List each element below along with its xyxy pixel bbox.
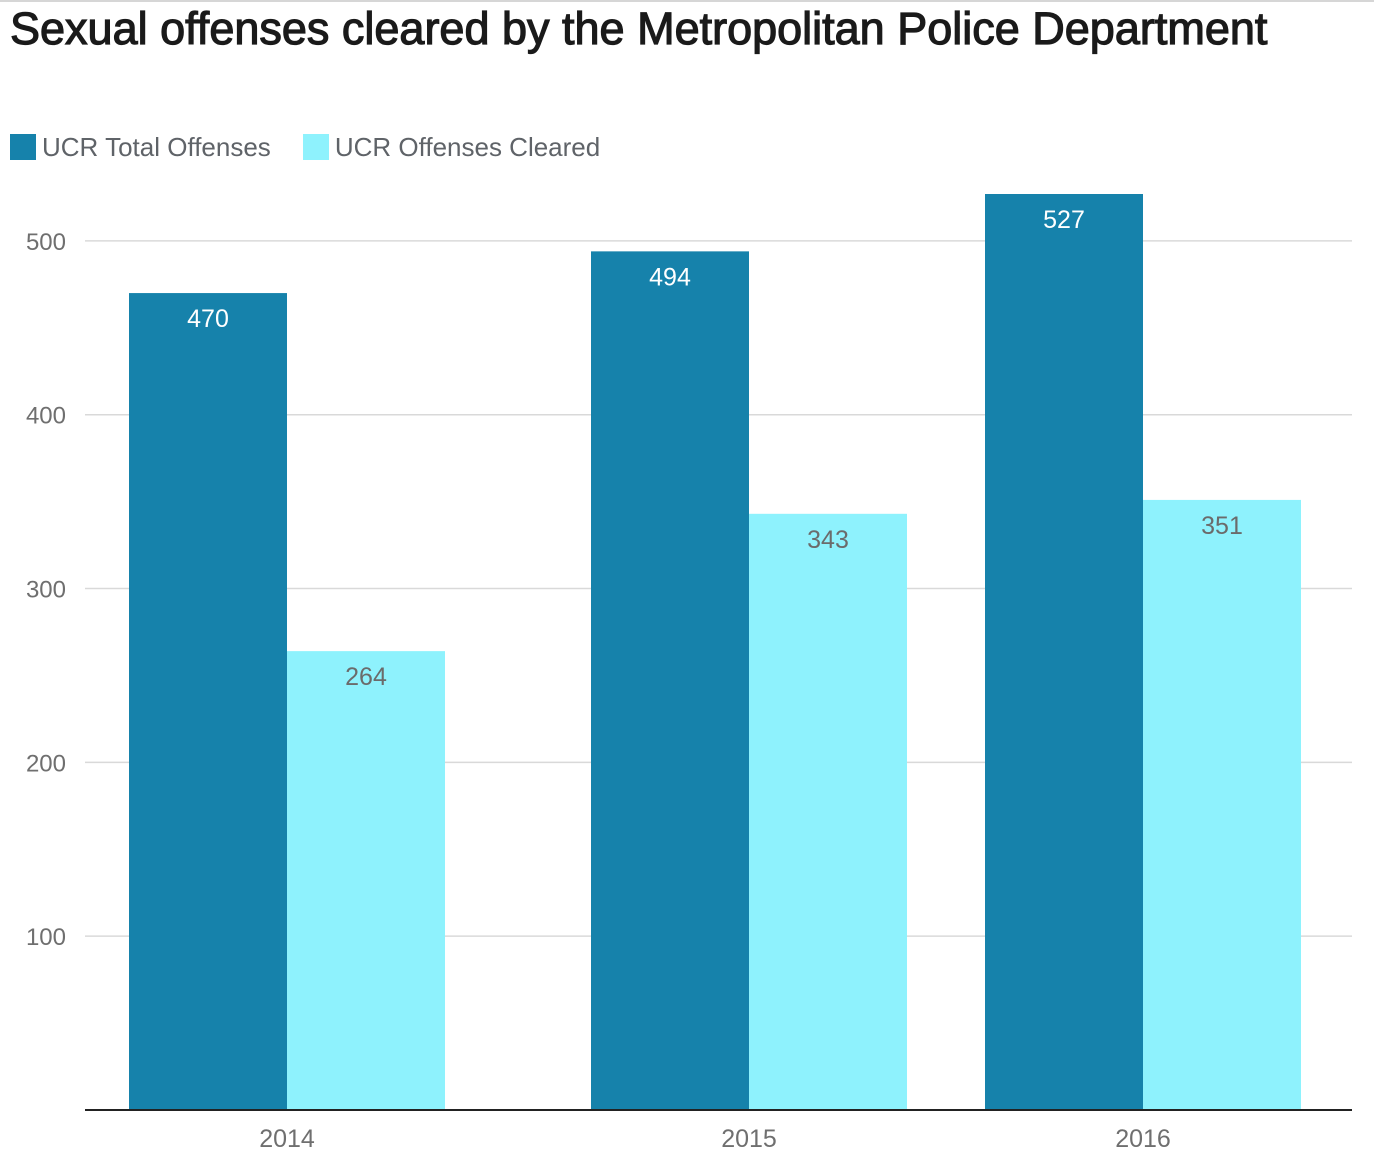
y-tick-label-400: 400 [26, 403, 66, 430]
legend-item-offenses-cleared: UCR Offenses Cleared [302, 131, 601, 163]
data-label-total-2015: 494 [649, 263, 691, 291]
data-label-total-2016: 527 [1043, 206, 1085, 234]
y-tick-label-300: 300 [26, 577, 66, 604]
legend-item-total-offenses: UCR Total Offenses [10, 132, 271, 163]
y-tick-label-200: 200 [26, 750, 66, 777]
bar-cleared-2014 [287, 651, 445, 1110]
bar-cleared-2016 [1143, 499, 1301, 1110]
bar-total-2015 [591, 251, 749, 1110]
data-label-cleared-2014: 264 [345, 663, 387, 691]
x-tick-label-2014: 2014 [259, 1125, 315, 1153]
x-tick-label-2016: 2016 [1115, 1125, 1171, 1153]
x-tick-label-2015: 2015 [721, 1125, 777, 1153]
chart-legend: UCR Total Offenses UCR Offenses Cleared [10, 132, 632, 162]
y-tick-label-500: 500 [26, 229, 66, 256]
bar-cleared-2015 [749, 513, 907, 1110]
data-label-total-2014: 470 [187, 305, 229, 333]
bar-total-2014 [129, 293, 287, 1111]
bar-total-2016 [985, 194, 1143, 1110]
chart-title: Sexual offenses cleared by the Metropoli… [9, 2, 1268, 54]
top-divider [0, 0, 1374, 2]
legend-swatch-total-offenses [10, 134, 36, 160]
data-label-cleared-2016: 351 [1201, 512, 1243, 540]
data-label-cleared-2015: 343 [807, 526, 849, 554]
legend-label-total-offenses: UCR Total Offenses [42, 131, 271, 162]
legend-swatch-offenses-cleared [302, 134, 329, 160]
y-tick-label-100: 100 [26, 924, 66, 951]
legend-label-offenses-cleared: UCR Offenses Cleared [334, 131, 601, 162]
